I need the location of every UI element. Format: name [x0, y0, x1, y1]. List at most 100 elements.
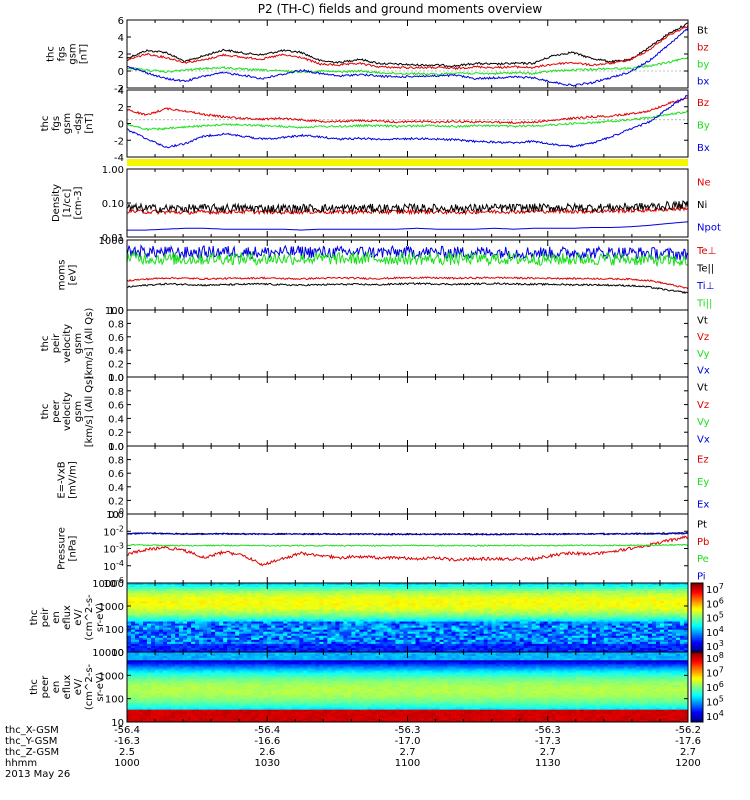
y-axis-label-line: thc: [29, 610, 40, 626]
y-tick-label: 1.0: [108, 373, 124, 384]
y-tick-label: 0.6: [108, 333, 124, 344]
panel-frame: [126, 376, 689, 447]
series-line-Te⊥: [126, 276, 689, 290]
legend-by: by: [697, 60, 709, 71]
y-axis-label-line: (cm^2-s-: [84, 594, 95, 641]
y-tick-label: 0.6: [108, 469, 124, 480]
y-axis-label-5: thc peer velocity gsm [km/s] (All Qs): [40, 376, 95, 448]
y-axis-label-line: gsm: [68, 43, 79, 64]
y-axis-label-line: eV/: [73, 678, 84, 695]
colorbar-tick-label: 106: [706, 596, 724, 610]
y-tick-label: -2: [114, 84, 124, 95]
series-line-bz: [126, 24, 689, 71]
legend-Te||: Te||: [696, 263, 714, 274]
y-tick-label: 100: [105, 625, 124, 636]
y-axis-label-line: gsm: [62, 113, 73, 134]
y-axis-label-6: E=-VxB [mV/m]: [57, 461, 79, 499]
series-line-Pb: [126, 535, 689, 567]
y-axis-label-3: moms [eV]: [57, 260, 79, 291]
y-tick-label: 100: [106, 507, 124, 521]
y-axis-label-line: [nT]: [84, 113, 95, 133]
y-axis-label-line: peer: [40, 675, 51, 699]
x-axis-value: -56.3: [395, 725, 421, 736]
y-tick-label: 0.0: [108, 442, 124, 453]
x-axis-value: 1030: [255, 758, 280, 769]
y-axis-label-line: velocity: [62, 392, 73, 431]
panel-frame: [126, 445, 689, 515]
legend-Vx: Vx: [697, 366, 710, 377]
y-axis-label-line: fgs: [57, 46, 68, 61]
legend-Vt: Vt: [697, 315, 708, 326]
legend-Vx: Vx: [697, 434, 710, 445]
y-tick-label: 0.8: [108, 456, 124, 467]
spectrogram-8: [127, 583, 689, 653]
colorbar-tick-label: 106: [706, 680, 724, 694]
y-axis-label-line: [nPa]: [68, 535, 79, 561]
y-axis-label-line: sr-eV): [95, 672, 106, 701]
y-axis-label-line: eflux: [62, 605, 73, 630]
y-tick-label: 0.0: [108, 373, 124, 384]
series-line-Pi: [126, 532, 688, 536]
legend-Vz: Vz: [697, 400, 709, 411]
y-axis-label-9: thc peer en eflux eV/(cm^2-s-sr-eV): [29, 663, 106, 710]
legend-Bx: Bx: [697, 143, 710, 154]
series-line-Bx: [126, 94, 689, 149]
y-axis-label-line: eV/: [73, 609, 84, 626]
legend-Pb: Pb: [697, 537, 709, 548]
legend-Ti⊥: Ti⊥: [696, 281, 714, 292]
x-axis-value: -17.3: [535, 736, 561, 747]
y-tick-label: 1.0: [108, 442, 124, 453]
y-tick-label: -2: [114, 136, 124, 147]
y-axis-label-line: [1/cc]: [62, 189, 73, 218]
series-line-By: [126, 110, 689, 132]
x-axis-value: 2.5: [119, 747, 135, 758]
y-tick-label: 1000: [99, 236, 124, 247]
y-tick-label: 1.00: [102, 165, 124, 176]
colorbar-9: [690, 651, 704, 723]
colorbar-8: [690, 582, 704, 653]
y-tick-label: 10000: [92, 579, 124, 590]
legend-Ez: Ez: [697, 454, 709, 465]
y-tick-label: 6: [118, 16, 124, 27]
x-axis-value: -56.3: [535, 725, 561, 736]
y-tick-label: 0.4: [108, 414, 124, 425]
y-tick-label: 10: [111, 648, 124, 659]
colorbar-tick-label: 107: [706, 666, 724, 680]
legend-bz: bz: [697, 43, 709, 54]
y-axis-label-line: thc: [40, 116, 51, 132]
x-axis-value: -56.4: [254, 725, 280, 736]
y-axis-label-line: [nT]: [79, 44, 90, 64]
y-axis-label-line: thc: [40, 336, 51, 352]
y-tick-label: 10000: [92, 648, 124, 659]
y-axis-label-line: sr-eV): [95, 603, 106, 632]
y-axis-label-line: peer: [51, 399, 62, 423]
y-axis-label-line: velocity: [62, 324, 73, 363]
y-axis-label-8: thc peir en eflux eV/(cm^2-s-sr-eV): [29, 594, 106, 641]
legend-Npot: Npot: [697, 223, 721, 234]
legend-Bt: Bt: [697, 26, 708, 37]
legend-Vz: Vz: [697, 332, 709, 343]
y-axis-label-line: [eV]: [68, 265, 79, 286]
y-tick-label: 10: [111, 718, 124, 729]
y-tick-label: 0.6: [108, 401, 124, 412]
y-axis-label-line: en: [51, 611, 62, 624]
legend-bx: bx: [697, 77, 709, 88]
legend-Ne: Ne: [697, 177, 711, 188]
y-axis-label-line: (cm^2-s-: [84, 663, 95, 710]
x-axis-row-label: thc_Y-GSM: [5, 736, 57, 747]
series-line-Bt: [126, 22, 689, 68]
y-axis-label-line: -dsp: [73, 113, 84, 135]
y-axis-label-line: peir: [40, 607, 51, 627]
series-line-Ti⊥: [126, 244, 689, 262]
y-tick-label: 100: [105, 306, 124, 317]
y-tick-label: 100: [105, 695, 124, 706]
y-tick-label: 2: [118, 50, 124, 61]
series-line-Bz: [126, 97, 689, 125]
colorbar-tick-label: 105: [706, 611, 724, 625]
series-line-Ne: [126, 205, 689, 216]
series-line-by: [126, 56, 689, 76]
x-axis-row-label: 2013 May 26: [5, 769, 70, 780]
y-tick-label: 0.8: [108, 319, 124, 330]
series-line-Te||: [126, 281, 689, 295]
